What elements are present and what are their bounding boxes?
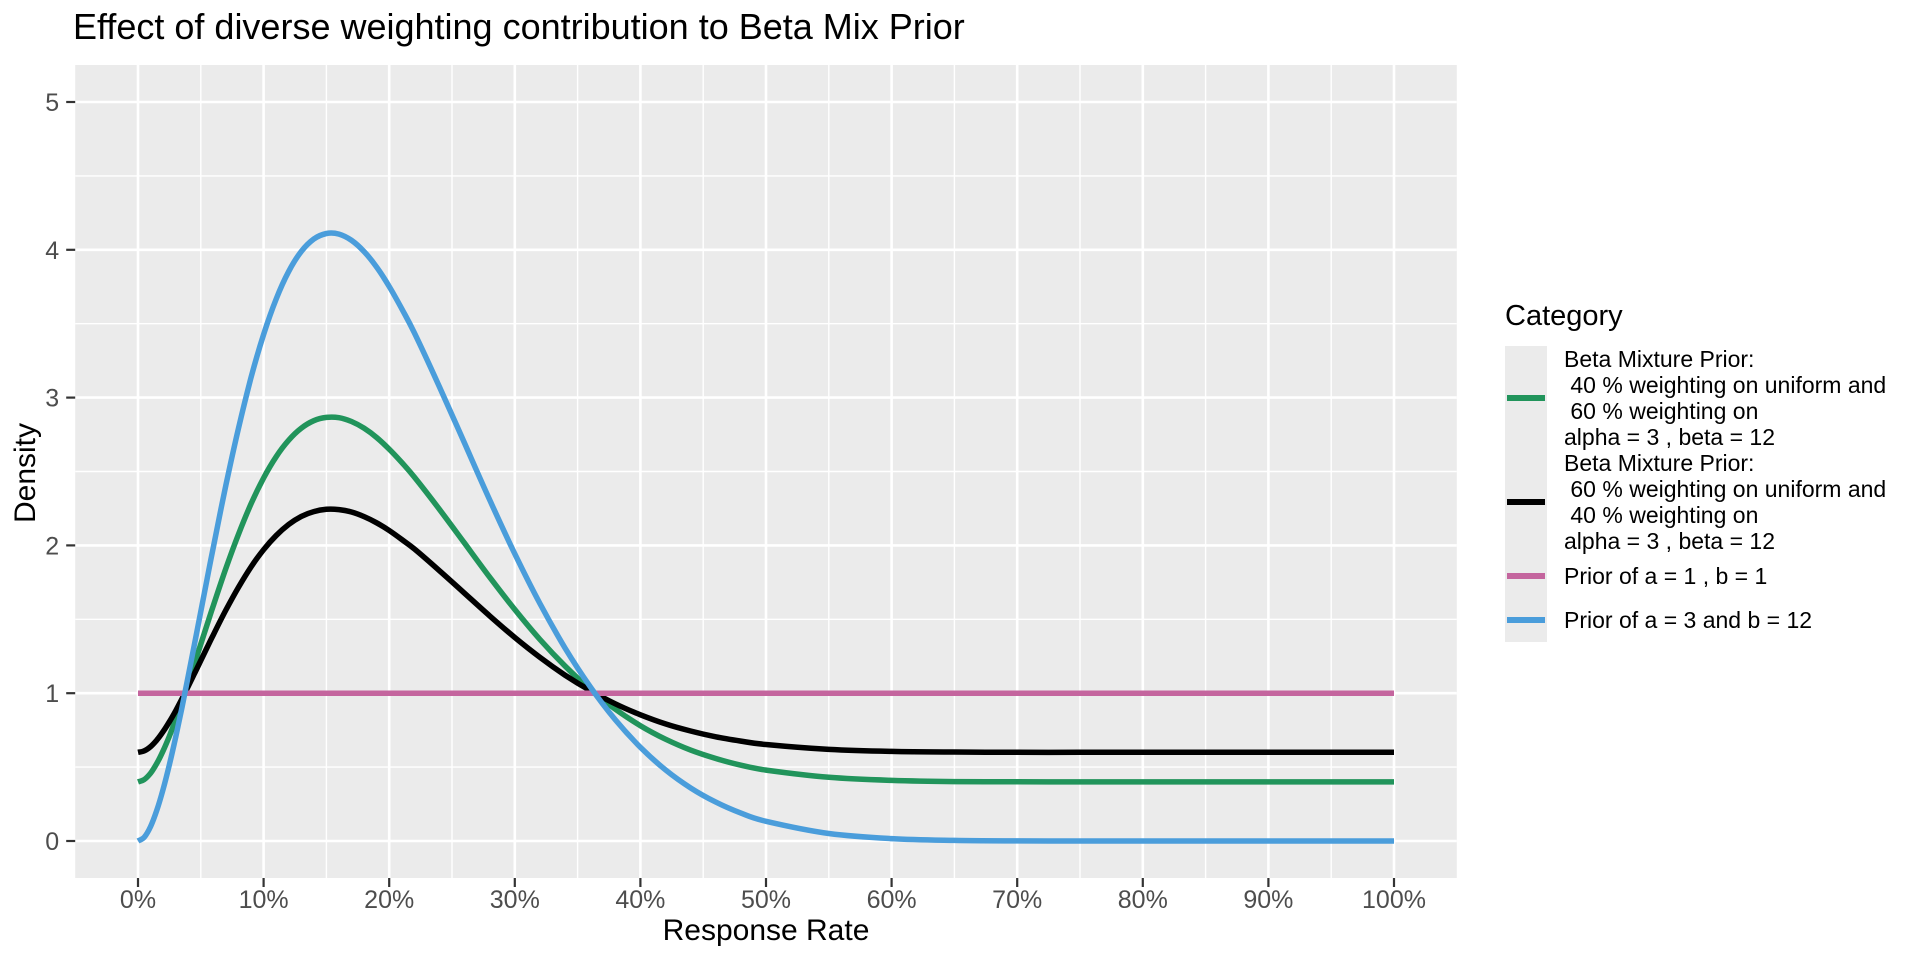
legend-title: Category	[1505, 300, 1623, 332]
legend: Category Beta Mixture Prior: 40 % weight…	[1505, 300, 1905, 642]
series-line-1	[137, 506, 1394, 756]
legend-label: Beta Mixture Prior: 40 % weighting on un…	[1564, 346, 1887, 450]
y-axis-title: Density	[9, 422, 42, 524]
x-tick-label: 50%	[741, 886, 791, 914]
x-tick-label: 100%	[1362, 886, 1426, 914]
x-tick-label: 40%	[615, 886, 665, 914]
y-tick-label: 1	[45, 680, 59, 708]
legend-entry: Beta Mixture Prior: 40 % weighting on un…	[1505, 346, 1905, 450]
legend-key-line	[1507, 395, 1545, 401]
legend-key	[1505, 450, 1547, 554]
y-tick-label: 3	[45, 385, 59, 413]
legend-label: Beta Mixture Prior: 60 % weighting on un…	[1564, 450, 1887, 554]
legend-entries: Beta Mixture Prior: 40 % weighting on un…	[1505, 346, 1905, 642]
legend-key	[1505, 598, 1547, 642]
x-tick-label: 60%	[867, 886, 917, 914]
legend-key	[1505, 554, 1547, 598]
legend-key-line	[1507, 499, 1545, 505]
y-tick-label: 5	[45, 89, 59, 117]
legend-entry: Beta Mixture Prior: 60 % weighting on un…	[1505, 450, 1905, 554]
x-tick-label: 20%	[364, 886, 414, 914]
x-tick-label: 30%	[490, 886, 540, 914]
x-tick-label: 10%	[239, 886, 289, 914]
x-tick-label: 90%	[1243, 886, 1293, 914]
legend-key	[1505, 346, 1547, 450]
legend-key-line	[1507, 617, 1545, 623]
legend-entry: Prior of a = 3 and b = 12	[1505, 598, 1905, 642]
x-tick-label: 0%	[120, 886, 156, 914]
y-tick-label: 4	[45, 237, 59, 265]
x-axis-title: Response Rate	[662, 914, 870, 947]
y-tick-label: 0	[45, 828, 59, 856]
legend-label: Prior of a = 3 and b = 12	[1564, 607, 1813, 633]
legend-entry: Prior of a = 1 , b = 1	[1505, 554, 1905, 598]
x-tick-label: 80%	[1118, 886, 1168, 914]
legend-label: Prior of a = 1 , b = 1	[1564, 563, 1768, 589]
legend-key-line	[1507, 573, 1545, 579]
y-tick-label: 2	[45, 532, 59, 560]
series-line-0	[137, 414, 1394, 785]
series-line-3	[136, 230, 1394, 844]
plot-title: Effect of diverse weighting contribution…	[73, 6, 965, 47]
x-tick-label: 70%	[992, 886, 1042, 914]
